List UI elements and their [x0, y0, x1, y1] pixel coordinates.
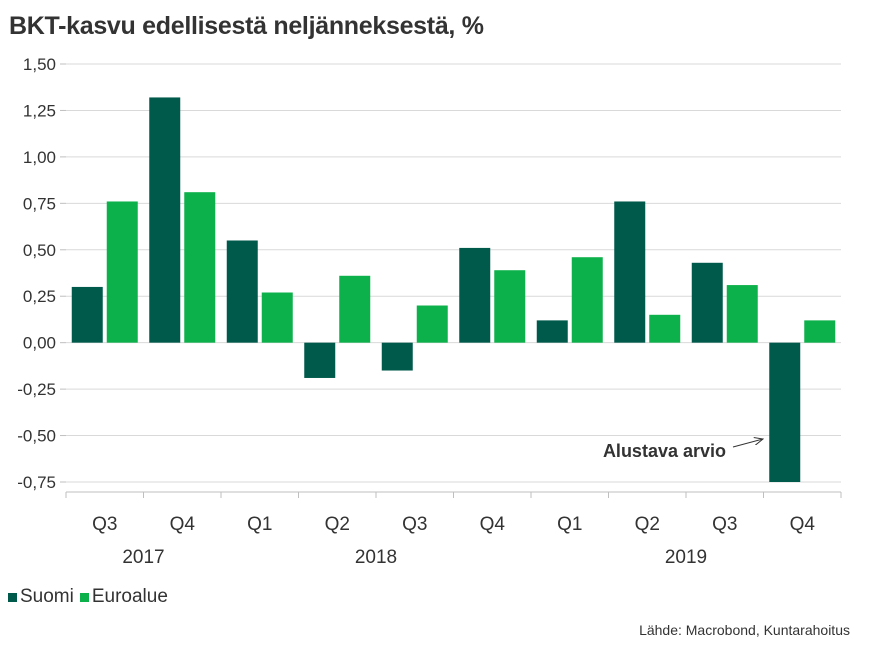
x-tick-label: Q3 [402, 514, 427, 535]
bars [71, 97, 836, 482]
bar-euroalue-q4-2017 [184, 192, 216, 343]
y-tick-label: 1,25 [23, 101, 56, 120]
source-note: Lähde: Macrobond, Kuntarahoitus [639, 622, 850, 638]
x-tick-label: Q2 [635, 514, 660, 535]
x-year-label: 2018 [355, 547, 397, 568]
legend-item-euroalue: Euroalue [79, 586, 168, 608]
y-tick-label: 1,00 [23, 148, 56, 167]
annotation: Alustava arvio [603, 439, 763, 461]
bar-euroalue-q3-2017 [106, 201, 138, 343]
bar-euroalue-q4-2018 [494, 270, 526, 343]
grid-lines [66, 63, 841, 483]
bar-euroalue-q4-2019 [804, 320, 836, 343]
bar-suomi-q4-2019 [769, 342, 801, 482]
bar-suomi-q3-2018 [381, 342, 413, 371]
y-axis-tick-labels: 1,50 1,25 1,00 0,75 0,50 0,25 0,00 -0,25 -0,50 -0… [17, 55, 66, 492]
annotation-arrow [732, 439, 763, 448]
y-tick-label: 0,75 [23, 194, 56, 213]
bar-suomi-q1-2019 [536, 320, 568, 343]
legend-swatch-suomi [8, 592, 17, 602]
bar-euroalue-q1-2018 [261, 292, 293, 343]
bar-euroalue-q3-2018 [416, 305, 448, 343]
legend: Suomi Euroalue [8, 586, 174, 608]
legend-label-euroalue: Euroalue [91, 586, 168, 607]
x-tick-label: Q4 [790, 514, 816, 535]
y-tick-label: -0,50 [17, 427, 56, 446]
bar-suomi-q1-2018 [226, 240, 258, 343]
x-tick-label: Q4 [170, 514, 196, 535]
x-tick-label: Q3 [712, 514, 737, 535]
bar-suomi-q4-2017 [149, 97, 181, 343]
y-tick-label: 0,50 [23, 241, 56, 260]
bar-euroalue-q1-2019 [571, 257, 603, 343]
x-year-label: 2019 [665, 547, 707, 568]
x-tick-label: Q3 [92, 514, 117, 535]
y-tick-label: -0,75 [17, 473, 56, 492]
x-year-label: 2017 [122, 547, 164, 568]
bar-suomi-q2-2018 [304, 342, 336, 378]
bar-euroalue-q2-2018 [339, 275, 371, 343]
bar-suomi-q3-2017 [71, 286, 103, 343]
bar-suomi-q4-2018 [459, 247, 491, 343]
x-tick-label: Q1 [557, 514, 582, 535]
x-tick-label: Q4 [480, 514, 506, 535]
y-tick-label: 0,25 [23, 287, 56, 306]
legend-label-suomi: Suomi [20, 586, 74, 607]
x-tick-label: Q1 [247, 514, 272, 535]
x-axis-labels: Q3 Q4 Q1 Q2 Q3 Q4 Q1 Q2 Q3 Q4 2017 2018 2019 [92, 514, 815, 568]
y-tick-label: 0,00 [23, 334, 56, 353]
chart-title: BKT-kasvu edellisestä neljänneksestä, % [9, 12, 484, 40]
bar-suomi-q2-2019 [614, 201, 646, 343]
bar-euroalue-q2-2019 [649, 314, 681, 343]
y-tick-label: -0,25 [17, 380, 56, 399]
bar-suomi-q3-2019 [691, 262, 723, 343]
annotation-label: Alustava arvio [603, 441, 726, 461]
x-tick-label: Q2 [325, 514, 350, 535]
legend-swatch-euroalue [79, 592, 89, 602]
bar-euroalue-q3-2019 [726, 285, 758, 343]
legend-item-suomi: Suomi [8, 586, 74, 608]
x-axis [65, 491, 842, 498]
y-tick-label: 1,50 [23, 55, 56, 74]
